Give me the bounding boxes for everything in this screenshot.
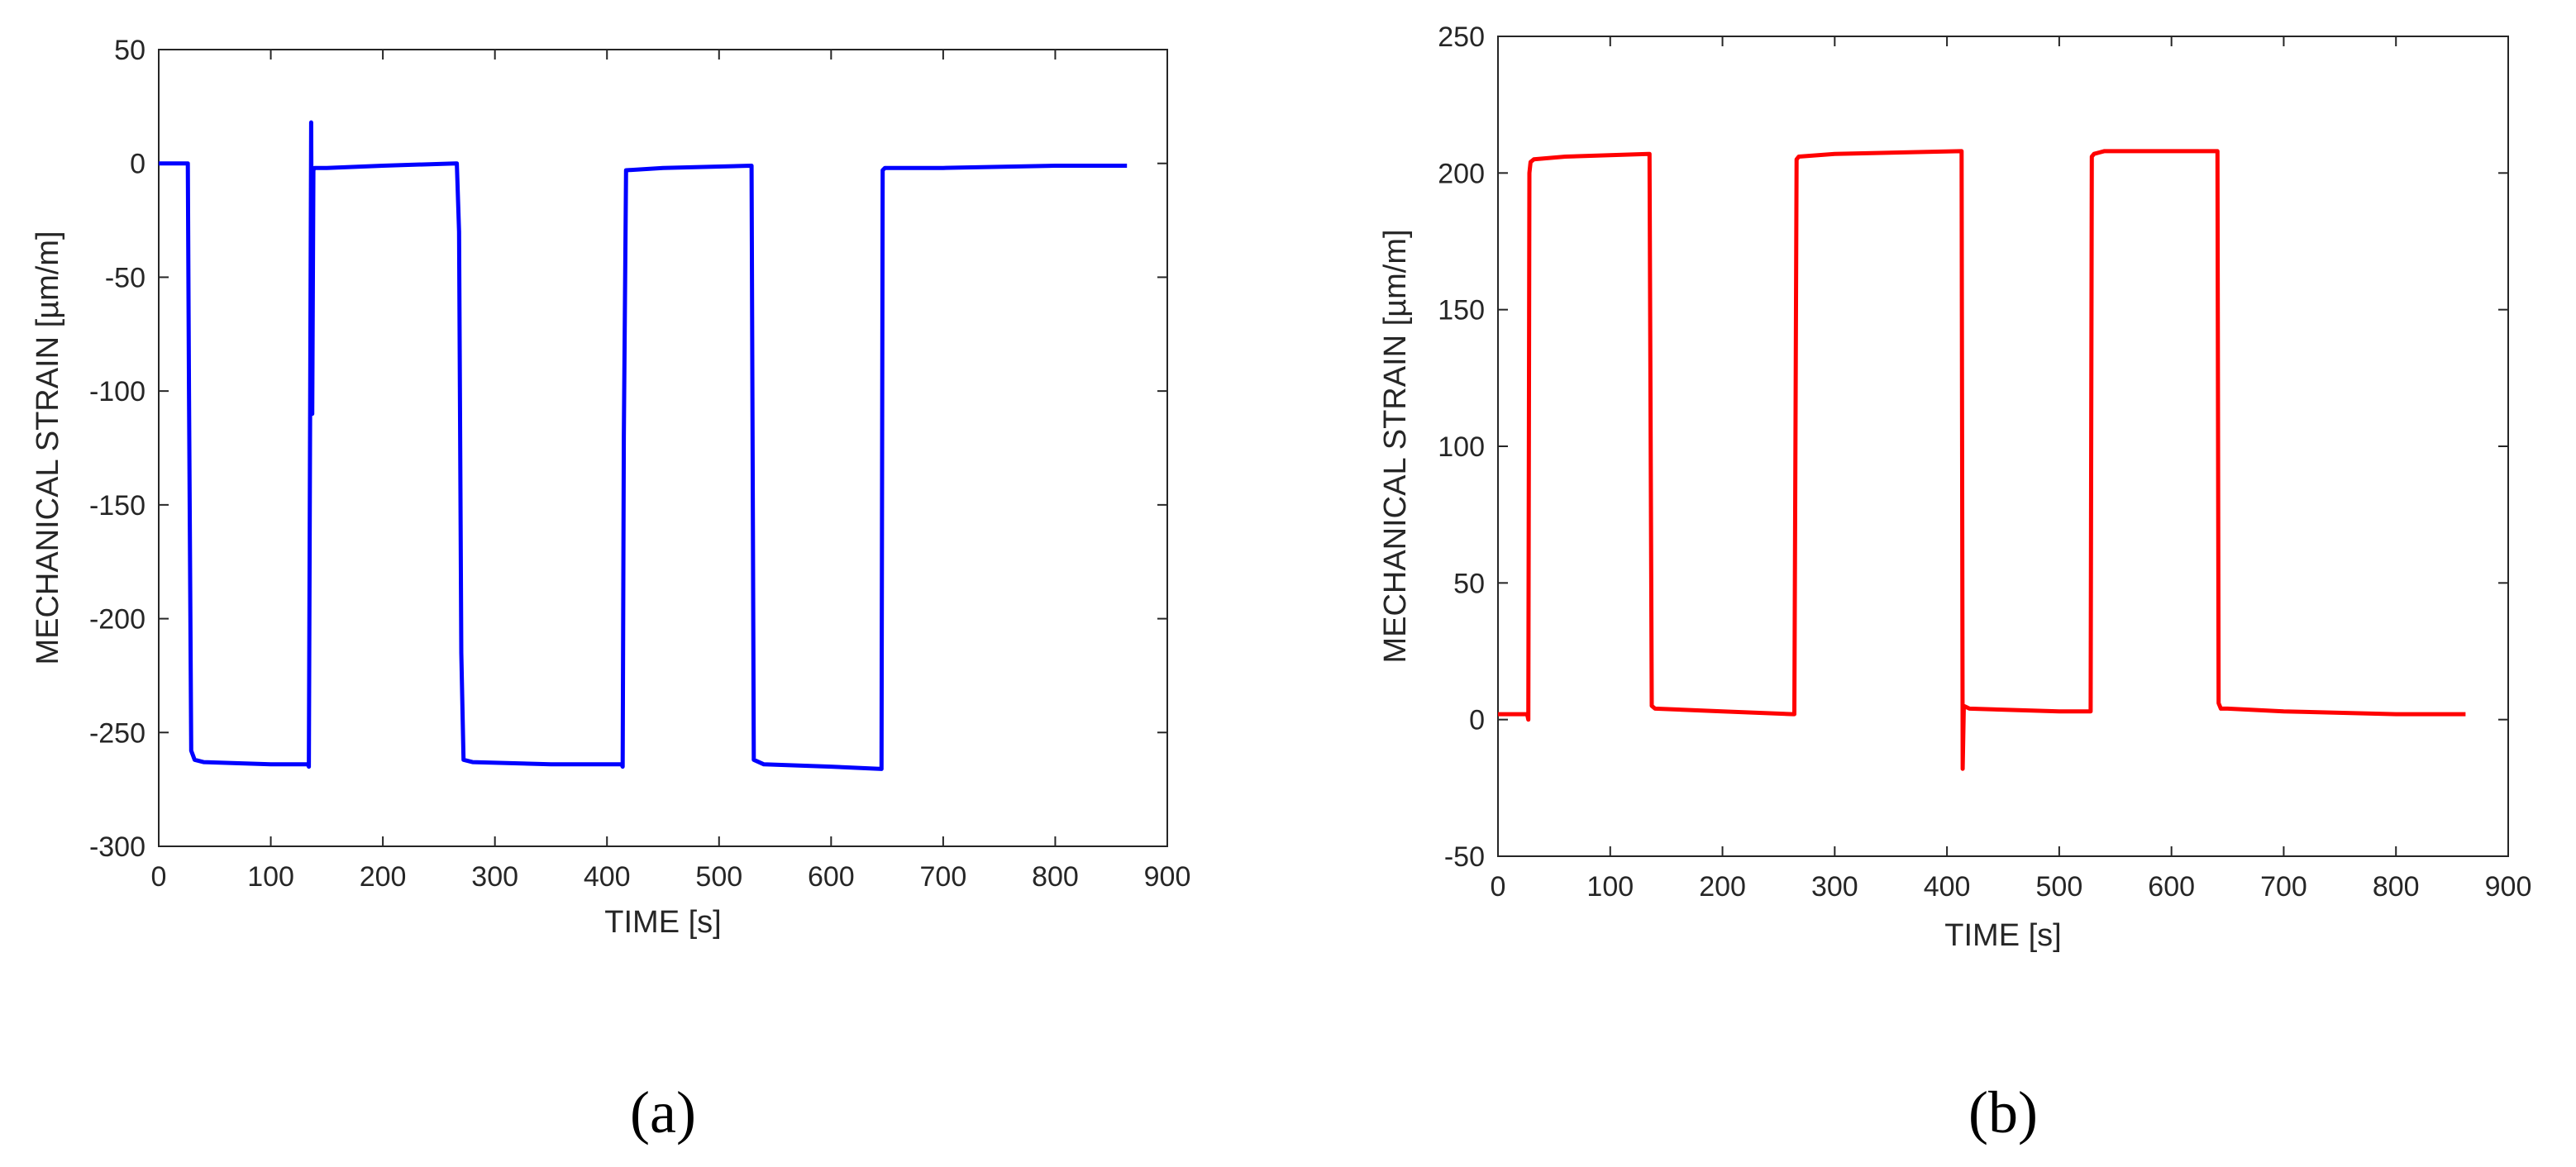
x-tick-label: 200 xyxy=(1699,871,1746,903)
chart-a-plot-frame xyxy=(158,49,1168,847)
chart-b-panel-label: (b) xyxy=(1968,1079,2038,1146)
x-tick-label: 500 xyxy=(2036,871,2083,903)
y-tick-label: -50 xyxy=(105,262,145,293)
x-tick-label: 100 xyxy=(247,861,294,893)
x-tick-label: 800 xyxy=(2373,871,2420,903)
x-tick-label: 700 xyxy=(2260,871,2307,903)
x-tick-label: 300 xyxy=(471,861,518,893)
y-tick-label: 100 xyxy=(1438,431,1485,463)
chart-b-y-ticks: -50 0 50 100 150 200 250 xyxy=(1438,21,2508,873)
y-tick-label: 150 xyxy=(1438,295,1485,326)
x-tick-label: 500 xyxy=(695,861,742,893)
x-tick-label: 600 xyxy=(2148,871,2195,903)
chart-a-y-ticks: -300 -250 -200 -150 -100 -50 0 50 xyxy=(89,35,1167,863)
x-tick-label: 0 xyxy=(151,861,167,893)
y-tick-label: -200 xyxy=(89,604,145,636)
x-tick-label: 900 xyxy=(1144,861,1191,893)
x-tick-label: 100 xyxy=(1586,871,1634,903)
chart-a: -300 -250 -200 -150 -100 -50 0 50 0 100 200 300 400… xyxy=(31,35,1190,1146)
chart-a-panel-label: (a) xyxy=(630,1079,696,1146)
y-tick-label: -100 xyxy=(89,376,145,407)
chart-a-strain-line xyxy=(159,120,1128,771)
chart-a-y-axis-label: MECHANICAL STRAIN [µm/m] xyxy=(31,231,65,664)
x-tick-label: 200 xyxy=(360,861,407,893)
chart-b-x-ticks: 0 100 200 300 400 500 600 700 800 900 xyxy=(1491,36,2532,903)
x-tick-label: 400 xyxy=(584,861,631,893)
y-tick-label: 50 xyxy=(114,35,145,66)
x-tick-label: 0 xyxy=(1491,871,1506,903)
y-tick-label: -250 xyxy=(89,717,145,749)
y-tick-label: 0 xyxy=(130,149,145,180)
x-tick-label: 900 xyxy=(2485,871,2532,903)
y-tick-label: -300 xyxy=(89,831,145,863)
x-tick-label: 600 xyxy=(808,861,855,893)
chart-b-y-axis-label: MECHANICAL STRAIN [µm/m] xyxy=(1378,229,1413,663)
y-tick-label: 0 xyxy=(1469,705,1485,736)
y-tick-label: 50 xyxy=(1453,568,1485,599)
chart-b-x-axis-label: TIME [s] xyxy=(1944,918,2061,953)
y-tick-label: 250 xyxy=(1438,21,1485,53)
chart-a-x-axis-label: TIME [s] xyxy=(604,905,721,940)
y-tick-label: -50 xyxy=(1444,841,1485,873)
x-tick-label: 700 xyxy=(920,861,967,893)
chart-a-x-ticks: 0 100 200 300 400 500 600 700 800 900 xyxy=(151,50,1191,893)
x-tick-label: 400 xyxy=(1924,871,1971,903)
y-tick-label: -150 xyxy=(89,490,145,522)
chart-b-strain-line xyxy=(1498,149,2466,771)
y-tick-label: 200 xyxy=(1438,158,1485,189)
x-tick-label: 300 xyxy=(1811,871,1858,903)
x-tick-label: 800 xyxy=(1032,861,1079,893)
